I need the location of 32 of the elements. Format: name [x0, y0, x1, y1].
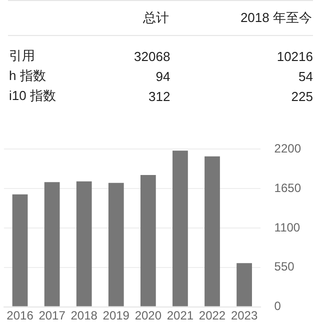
x-tick-label: 2023 — [230, 308, 258, 322]
x-tick-label: 2019 — [102, 308, 130, 322]
x-tick-label: 2021 — [166, 308, 194, 322]
category-label: h 指数 — [9, 68, 46, 83]
bar — [204, 156, 220, 306]
text: 225 — [291, 88, 313, 104]
text: 312 — [148, 88, 170, 104]
bar — [140, 174, 156, 306]
x-tick-label: 2018 — [70, 308, 98, 322]
y-tick-label: 1650 — [274, 180, 302, 195]
y-tick-label: 0 — [274, 299, 282, 314]
bar — [12, 194, 28, 306]
bar — [76, 181, 92, 306]
category-label: 总计 — [142, 9, 170, 27]
x-tick-label: 2016 — [6, 308, 34, 322]
x-tick-label: 2020 — [134, 308, 162, 322]
y-tick-label: 2200 — [274, 142, 302, 156]
x-tick-label: 2017 — [38, 308, 66, 322]
text: 94 — [156, 68, 170, 84]
bar — [108, 182, 124, 306]
bar — [236, 263, 252, 306]
x-tick-label: 2022 — [198, 308, 226, 322]
bar — [44, 182, 60, 306]
category-label: 引用 — [9, 48, 35, 63]
y-tick-label: 1100 — [274, 220, 300, 234]
y-tick-label: 550 — [274, 260, 295, 274]
text: 10216 — [276, 48, 313, 64]
category-label: 2018 年至今 — [239, 9, 313, 27]
text: 54 — [298, 68, 313, 84]
category-label: i10 指数 — [9, 88, 56, 103]
bar — [172, 150, 188, 306]
text: 32068 — [134, 48, 170, 64]
